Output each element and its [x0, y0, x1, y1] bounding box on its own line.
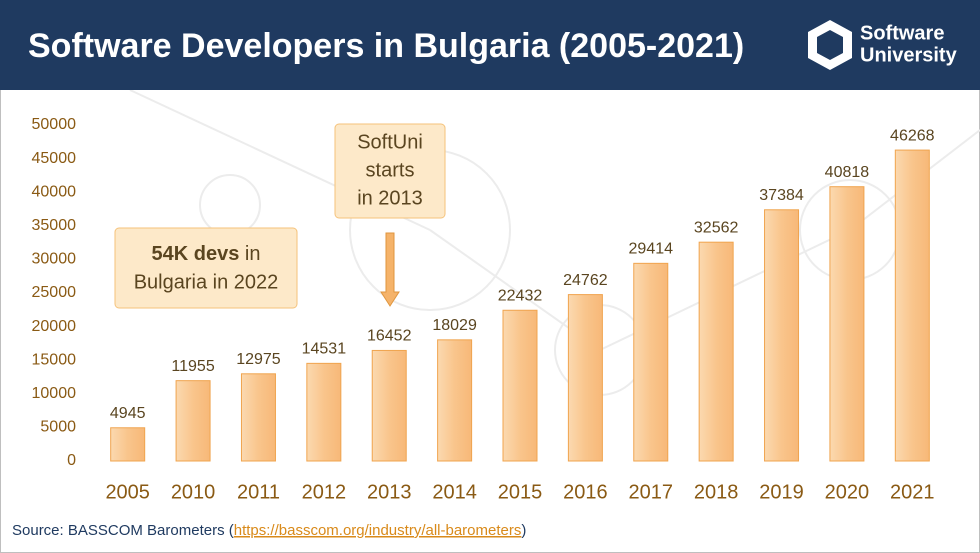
x-tick-label: 2017 — [629, 481, 674, 503]
x-tick-label: 2016 — [563, 481, 608, 503]
y-tick-label: 50000 — [32, 116, 77, 133]
bar — [240, 373, 276, 462]
y-tick-label: 5000 — [40, 419, 76, 436]
logo: Software University — [808, 20, 958, 70]
data-label: 16452 — [367, 328, 412, 345]
x-tick-label: 2020 — [825, 481, 870, 503]
y-tick-label: 0 — [67, 452, 76, 469]
y-tick-label: 30000 — [32, 251, 77, 268]
bar — [175, 380, 211, 462]
annotation-box — [334, 123, 446, 219]
logo-text: University — [860, 44, 958, 66]
data-label: 4945 — [110, 405, 146, 422]
annotation-line: 54K devs in — [152, 243, 261, 265]
bar — [502, 309, 538, 462]
bar — [764, 209, 800, 462]
y-tick-label: 45000 — [32, 150, 77, 167]
data-label: 14531 — [302, 341, 347, 358]
annotation-line: SoftUni — [357, 131, 423, 153]
y-tick-label: 20000 — [32, 318, 77, 335]
x-tick-label: 2011 — [237, 481, 280, 503]
annotation-text: in — [239, 243, 260, 265]
chart-title: Software Developers in Bulgaria (2005-20… — [28, 27, 744, 65]
bar — [437, 339, 473, 462]
annotation-devs: 54K devs in Bulgaria in 2022 — [114, 227, 298, 309]
source-text: ) — [521, 522, 526, 539]
data-label: 18029 — [432, 317, 477, 334]
logo-icon — [808, 20, 852, 70]
x-tick-label: 2010 — [171, 481, 216, 503]
y-tick-label: 15000 — [32, 351, 77, 368]
data-label: 37384 — [759, 187, 804, 204]
bar — [110, 427, 146, 462]
y-tick-label: 35000 — [32, 217, 77, 234]
annotation-bold: 54K devs — [152, 243, 240, 265]
annotation-arrow — [380, 232, 400, 307]
data-label: 40818 — [825, 164, 870, 181]
source: Source: BASSCOM Barometers (https://bass… — [12, 522, 526, 539]
bar — [698, 241, 734, 462]
x-tick-label: 2012 — [302, 481, 347, 503]
x-tick-label: 2019 — [759, 481, 804, 503]
data-label: 24762 — [563, 272, 608, 289]
x-tick-label: 2005 — [105, 481, 150, 503]
bar — [633, 262, 669, 462]
x-tick-label: 2013 — [367, 481, 412, 503]
y-tick-label: 10000 — [32, 385, 77, 402]
data-label: 11955 — [171, 358, 214, 375]
data-label: 46268 — [890, 127, 935, 144]
bar — [306, 362, 342, 462]
annotation-box — [114, 227, 298, 309]
x-tick-label: 2014 — [432, 481, 477, 503]
bar — [894, 149, 930, 462]
x-tick-label: 2018 — [694, 481, 739, 503]
annotation-line: in 2013 — [357, 187, 423, 209]
source-text: Source: BASSCOM Barometers ( — [12, 522, 234, 539]
data-label: 12975 — [236, 351, 281, 368]
bar — [567, 294, 603, 462]
data-label: 22432 — [498, 287, 543, 304]
logo-text: Software — [860, 22, 944, 44]
bar — [829, 186, 865, 462]
x-tick-label: 2021 — [890, 481, 935, 503]
y-tick-label: 40000 — [32, 183, 77, 200]
annotation-line: starts — [366, 159, 415, 181]
bar — [371, 349, 407, 462]
x-tick-label: 2015 — [498, 481, 543, 503]
y-tick-label: 25000 — [32, 284, 77, 301]
annotation-softuni: SoftUni starts in 2013 — [334, 123, 446, 307]
annotation-line: Bulgaria in 2022 — [134, 271, 279, 293]
data-label: 29414 — [629, 241, 674, 258]
source-link[interactable]: https://basscom.org/industry/all-baromet… — [234, 522, 522, 539]
data-label: 32562 — [694, 219, 739, 236]
